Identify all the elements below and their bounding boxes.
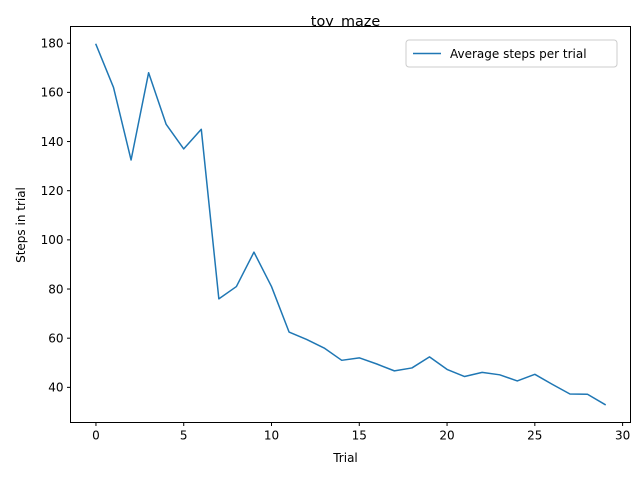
x-axis-label: Trial	[332, 451, 358, 465]
y-axis-ticks: 40 60 80 100 120 140 160 180	[41, 37, 71, 395]
x-tick-label: 0	[92, 429, 100, 443]
y-tick-label: 60	[48, 331, 63, 345]
legend-label: Average steps per trial	[450, 47, 587, 61]
y-tick-label: 120	[41, 184, 64, 198]
y-tick-label: 160	[41, 86, 64, 100]
x-tick-label: 30	[615, 429, 630, 443]
x-axis-ticks: 0 5 10 15 20 25 30	[92, 422, 630, 443]
y-tick-label: 100	[41, 233, 64, 247]
x-tick-label: 10	[264, 429, 279, 443]
plot-area	[94, 43, 607, 406]
x-tick-label: 20	[439, 429, 454, 443]
y-tick-label: 80	[48, 282, 63, 296]
y-tick-label: 140	[41, 135, 64, 149]
x-tick-label: 5	[180, 429, 188, 443]
y-tick-label: 180	[41, 37, 64, 51]
series-line-0	[94, 43, 607, 406]
y-axis-label: Steps in trial	[14, 187, 28, 263]
legend: Average steps per trial	[405, 39, 618, 68]
plot-frame	[70, 26, 631, 423]
legend-box	[405, 39, 618, 68]
x-tick-label: 15	[352, 429, 367, 443]
plot-background	[70, 26, 631, 423]
x-tick-label: 25	[527, 429, 542, 443]
y-tick-label: 40	[48, 381, 63, 395]
